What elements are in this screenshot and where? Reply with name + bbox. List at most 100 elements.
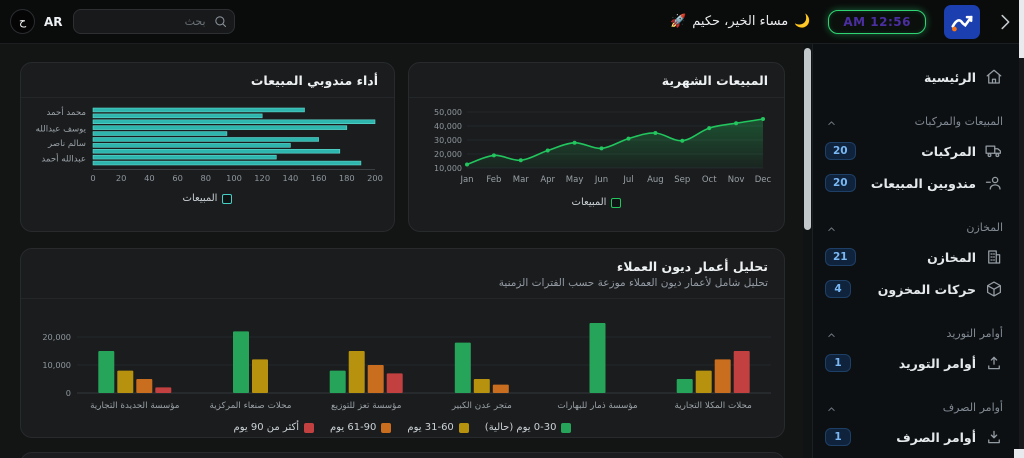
user-minus-icon (985, 174, 1003, 192)
svg-text:60: 60 (172, 173, 183, 183)
collapse-chevron-icon[interactable] (994, 11, 1016, 33)
svg-text:20,000: 20,000 (434, 150, 462, 159)
sales-reps-chart: 0 20 40 60 80 100 120 140 160 180 200 محمد أحمد يوسف… (21, 98, 394, 204)
svg-text:مؤسسة الحديدة التجارية: مؤسسة الحديدة التجارية (90, 401, 180, 411)
sidebar-section-header[interactable]: المبيعات والمركبات (825, 112, 1003, 130)
sidebar-item[interactable]: مندوبين المبيعات 20 (825, 170, 1003, 196)
sidebar-item[interactable]: المركبات 20 (825, 138, 1003, 164)
language-label[interactable]: AR (44, 14, 63, 29)
count-badge: 1 (825, 428, 851, 446)
svg-text:مؤسسة ذمار للبهارات: مؤسسة ذمار للبهارات (557, 401, 638, 411)
legend-swatch (381, 422, 392, 433)
legend-label: أكثر من 90 يوم (233, 422, 300, 433)
legend-item[interactable]: 31-60 يوم (407, 422, 469, 433)
card-header: تحليل أعمار ديون العملاء تحليل شامل لأعم… (21, 249, 784, 299)
package-icon (985, 280, 1003, 298)
page-scrollbar[interactable] (1019, 0, 1024, 458)
svg-text:Dec: Dec (755, 175, 772, 185)
svg-text:80: 80 (201, 173, 212, 183)
card-monthly-sales: المبيعات الشهرية 10,000 20,000 30,000 40,00… (408, 62, 785, 232)
section-label: أوامر التوريد (946, 326, 1003, 340)
svg-text:140: 140 (282, 173, 298, 183)
main-content: أداء مندوبي المبيعات 0 20 40 60 80 100 120 140 1… (0, 44, 803, 458)
legend-item[interactable]: المبيعات (183, 193, 233, 204)
svg-text:Jun: Jun (594, 175, 608, 185)
upload-icon (985, 354, 1003, 372)
download-icon (985, 428, 1003, 446)
sidebar-section-header[interactable]: أوامر التوريد (825, 324, 1003, 342)
search-input[interactable] (72, 9, 235, 34)
legend-label: 61-90 يوم (330, 422, 377, 433)
top-header: ح AR 🚀 مساء الخير، حكيم 🌙 AM 12:56 (0, 0, 1024, 44)
legend-item[interactable]: 0-30 يوم (حالية) (485, 422, 572, 433)
svg-text:20,000: 20,000 (42, 332, 71, 342)
svg-text:40: 40 (144, 173, 155, 183)
sidebar-item[interactable]: المخازن 21 (825, 244, 1003, 270)
search-icon (213, 14, 228, 29)
svg-text:محلات صنعاء المركزية: محلات صنعاء المركزية (210, 401, 292, 411)
debt-aging-chart: 0 10,000 20,000 مؤسسة الحديدة التجارية محلات… (21, 299, 784, 433)
legend-label: 31-60 يوم (407, 422, 454, 433)
chevron-up-icon (825, 115, 838, 128)
svg-text:40,000: 40,000 (434, 122, 462, 131)
content-scrollbar[interactable] (803, 44, 812, 458)
card-header: أداء مندوبي المبيعات (21, 63, 394, 98)
home-icon (985, 68, 1003, 86)
greeting-text: مساء الخير، حكيم (692, 14, 789, 29)
legend-swatch (458, 422, 469, 433)
legend-swatch (304, 422, 315, 433)
rocket-icon: 🚀 (670, 14, 687, 29)
card-title: أداء مندوبي المبيعات (250, 73, 378, 88)
page-scrollbar-thumb[interactable] (1019, 0, 1024, 58)
legend-label: المبيعات (571, 197, 607, 208)
sidebar-item[interactable]: أوامر التوريد 1 (825, 350, 1003, 376)
sidebar-item[interactable]: أوامر الصرف 1 (825, 424, 1003, 450)
card-subtitle: تحليل شامل لأعمار ديون العملاء موزعة حسب… (498, 277, 768, 289)
svg-text:محمد أحمد: محمد أحمد (46, 106, 86, 118)
chevron-up-icon (825, 221, 838, 234)
card-sales-reps: أداء مندوبي المبيعات 0 20 40 60 80 100 120 140 1… (20, 62, 395, 232)
sidebar-item-label: أوامر التوريد (898, 355, 976, 371)
sidebar-section-header[interactable]: أوامر الصرف (825, 398, 1003, 416)
moon-icon: 🌙 (794, 14, 811, 29)
sidebar-item-label: المخازن (927, 249, 976, 265)
app-logo[interactable] (944, 4, 980, 39)
line-chart: 10,000 20,000 30,000 40,000 50,000 Jan Feb Mar A… (434, 108, 772, 185)
legend-item[interactable]: أكثر من 90 يوم (233, 422, 315, 433)
avatar[interactable]: ح (10, 9, 35, 34)
count-badge: 21 (825, 248, 856, 266)
svg-text:Feb: Feb (486, 175, 501, 185)
content-scrollbar-thumb[interactable] (804, 48, 811, 230)
chevron-up-icon (825, 327, 838, 340)
card-title: تحليل أعمار ديون العملاء (616, 259, 768, 274)
chart-arrow-logo-icon (951, 15, 973, 31)
legend-item[interactable]: المبيعات (572, 197, 622, 208)
sidebar-section-header[interactable]: المخازن (825, 218, 1003, 236)
legend-swatch (611, 197, 622, 208)
sidebar-item-label: أوامر الصرف (896, 429, 976, 445)
search-box (72, 9, 235, 34)
chevron-up-icon (825, 401, 838, 414)
svg-text:30,000: 30,000 (434, 136, 462, 145)
count-badge: 20 (825, 174, 856, 192)
clock-badge: AM 12:56 (828, 9, 926, 34)
svg-text:10,000: 10,000 (42, 360, 71, 370)
monthly-sales-chart: 10,000 20,000 30,000 40,000 50,000 Jan Feb Mar A… (409, 98, 784, 208)
section-label: المخازن (966, 220, 1003, 234)
svg-text:سالم ناصر: سالم ناصر (47, 139, 86, 149)
legend-item[interactable]: 61-90 يوم (330, 422, 392, 433)
count-badge: 20 (825, 142, 856, 160)
svg-text:120: 120 (254, 173, 270, 183)
svg-text:محلات المكلا التجارية: محلات المكلا التجارية (675, 401, 753, 411)
svg-text:متجر عدن الكبير: متجر عدن الكبير (451, 401, 512, 411)
avatar-initial: ح (18, 15, 27, 28)
sidebar-item[interactable]: الرئيسية (825, 64, 1003, 90)
svg-text:مؤسسة تعز للتوزيع: مؤسسة تعز للتوزيع (331, 401, 402, 411)
sidebar-item[interactable]: حركات المخزون 4 (825, 276, 1003, 302)
svg-text:Sep: Sep (674, 175, 690, 185)
count-badge: 1 (825, 354, 851, 372)
legend-label: 0-30 يوم (حالية) (484, 422, 557, 433)
svg-text:Nov: Nov (728, 175, 745, 185)
svg-text:100: 100 (226, 173, 242, 183)
svg-text:May: May (566, 175, 584, 185)
